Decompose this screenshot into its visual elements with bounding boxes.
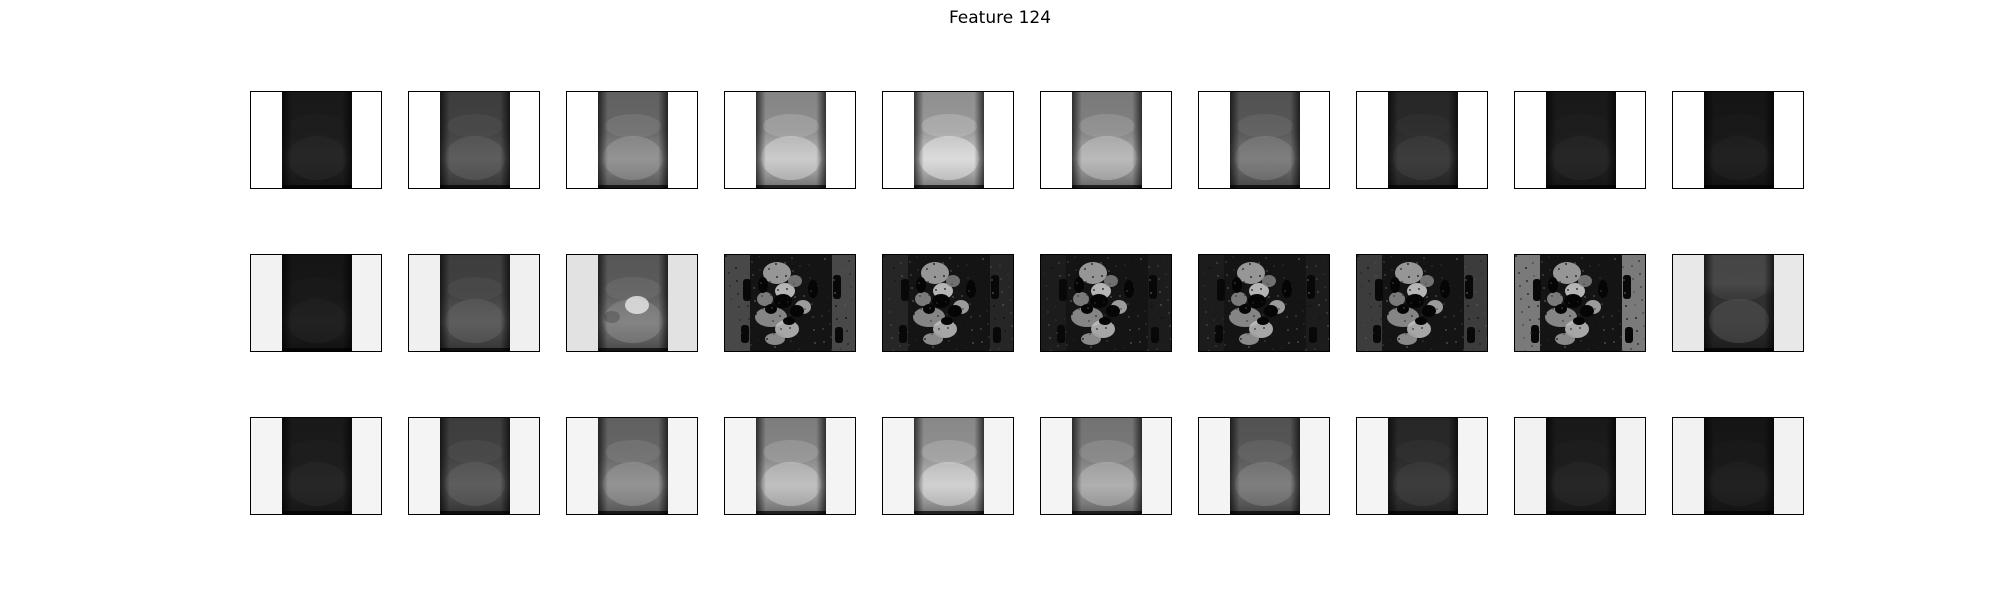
feature-map-image xyxy=(1357,418,1487,514)
feature-map-image xyxy=(883,255,1013,351)
feature-map-tile xyxy=(566,417,698,515)
feature-map-image xyxy=(1041,418,1171,514)
feature-map-image xyxy=(1673,418,1803,514)
feature-map-image xyxy=(1199,255,1329,351)
feature-map-image xyxy=(1357,255,1487,351)
feature-map-tile xyxy=(882,254,1014,352)
feature-map-image xyxy=(725,92,855,188)
feature-map-image xyxy=(1673,255,1803,351)
feature-map-tile xyxy=(882,91,1014,189)
feature-map-tile xyxy=(408,417,540,515)
feature-map-tile xyxy=(1356,417,1488,515)
feature-map-tile xyxy=(408,254,540,352)
feature-map-tile xyxy=(1198,417,1330,515)
feature-map-tile xyxy=(1514,91,1646,189)
feature-map-image xyxy=(1041,92,1171,188)
feature-map-image xyxy=(1357,92,1487,188)
feature-map-tile xyxy=(566,254,698,352)
feature-map-tile xyxy=(1198,91,1330,189)
feature-map-image xyxy=(251,255,381,351)
feature-map-image xyxy=(883,92,1013,188)
feature-map-image xyxy=(1515,255,1645,351)
figure-title: Feature 124 xyxy=(948,8,1052,28)
feature-map-image xyxy=(1199,418,1329,514)
feature-map-tile xyxy=(724,417,856,515)
feature-map-image xyxy=(1199,92,1329,188)
feature-map-tile xyxy=(1356,254,1488,352)
feature-map-image xyxy=(725,255,855,351)
feature-map-tile xyxy=(1672,91,1804,189)
feature-map-image xyxy=(1515,92,1645,188)
feature-map-tile xyxy=(1514,254,1646,352)
feature-map-image xyxy=(1041,255,1171,351)
feature-map-tile xyxy=(1040,254,1172,352)
feature-map-image xyxy=(251,418,381,514)
feature-map-image xyxy=(567,255,697,351)
feature-map-image xyxy=(725,418,855,514)
feature-map-image xyxy=(409,255,539,351)
feature-map-tile xyxy=(724,254,856,352)
feature-map-image xyxy=(409,418,539,514)
feature-map-image xyxy=(1515,418,1645,514)
feature-map-tile xyxy=(1672,254,1804,352)
feature-map-tile xyxy=(1040,91,1172,189)
feature-map-image xyxy=(1673,92,1803,188)
feature-map-tile xyxy=(1672,417,1804,515)
feature-map-tile xyxy=(882,417,1014,515)
feature-map-tile xyxy=(1040,417,1172,515)
feature-map-tile xyxy=(408,91,540,189)
feature-map-tile xyxy=(566,91,698,189)
feature-map-image xyxy=(567,92,697,188)
feature-map-tile xyxy=(250,417,382,515)
feature-map-image xyxy=(883,418,1013,514)
feature-map-tile xyxy=(250,254,382,352)
feature-map-image xyxy=(567,418,697,514)
feature-map-tile xyxy=(724,91,856,189)
feature-map-tile xyxy=(250,91,382,189)
feature-map-image xyxy=(251,92,381,188)
feature-map-image xyxy=(409,92,539,188)
feature-map-tile xyxy=(1514,417,1646,515)
feature-map-tile xyxy=(1356,91,1488,189)
feature-map-tile xyxy=(1198,254,1330,352)
